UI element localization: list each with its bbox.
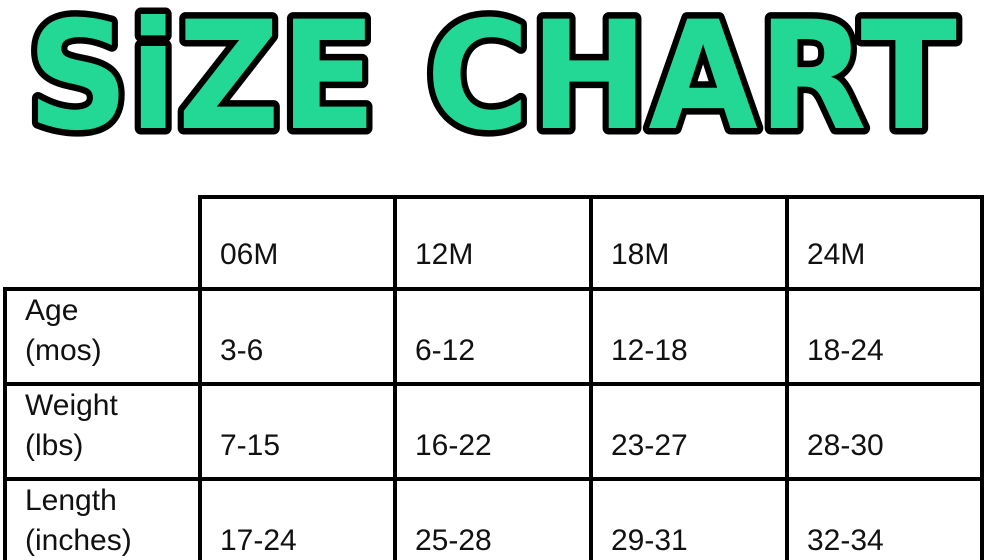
empty-corner-cell: [5, 197, 200, 289]
cell-age-24m: 18-24: [785, 286, 984, 387]
row-unit-text: (inches): [25, 523, 132, 557]
row-label-text: Age: [25, 294, 79, 327]
column-header-24m: 24M: [785, 195, 984, 291]
row-label-length: Length (inches): [3, 477, 202, 560]
title-banner: SiZE CHART: [0, 0, 984, 170]
row-label-age: Age (mos): [3, 286, 202, 387]
cell-length-18m: 29-31: [589, 477, 789, 560]
table-row-weight: Weight (lbs) 7-15 16-22 23-27 28-30: [3, 382, 984, 482]
cell-age-06m: 3-6: [198, 286, 397, 387]
size-chart-table: 06M 12M 18M 24M Age (mos) 3-6 6-12 12-18…: [3, 195, 984, 560]
cell-length-24m: 32-34: [785, 477, 984, 560]
row-unit-text: (mos): [25, 333, 102, 367]
column-header-06m: 06M: [198, 195, 397, 291]
column-header-12m: 12M: [393, 195, 593, 291]
row-unit-text: (lbs): [25, 428, 84, 462]
cell-length-12m: 25-28: [393, 477, 593, 560]
cell-weight-24m: 28-30: [785, 382, 984, 482]
table-row-length: Length (inches) 17-24 25-28 29-31 32-34: [3, 477, 984, 560]
header-row: 06M 12M 18M 24M: [5, 195, 984, 291]
column-header-18m: 18M: [589, 195, 789, 291]
row-label-text: Weight: [25, 389, 118, 423]
cell-age-12m: 6-12: [393, 286, 593, 387]
cell-weight-18m: 23-27: [589, 382, 789, 482]
cell-age-18m: 12-18: [589, 286, 789, 387]
cell-weight-06m: 7-15: [198, 382, 397, 482]
cell-length-06m: 17-24: [198, 477, 397, 560]
table-row-age: Age (mos) 3-6 6-12 12-18 18-24: [3, 286, 984, 387]
cell-weight-12m: 16-22: [393, 382, 593, 482]
page-title: SiZE CHART: [27, 0, 957, 164]
row-label-weight: Weight (lbs): [3, 382, 202, 482]
row-label-text: Length: [25, 484, 117, 518]
